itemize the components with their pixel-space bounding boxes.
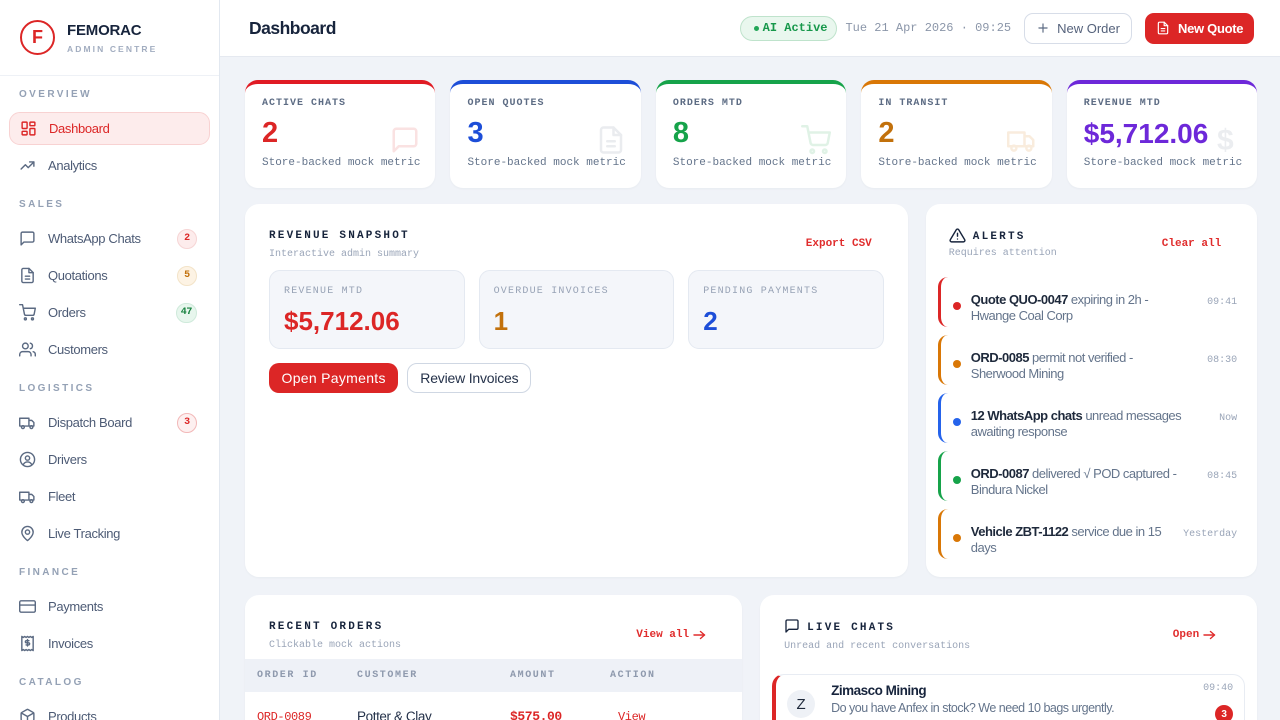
svg-text:$: $ <box>1217 125 1234 155</box>
